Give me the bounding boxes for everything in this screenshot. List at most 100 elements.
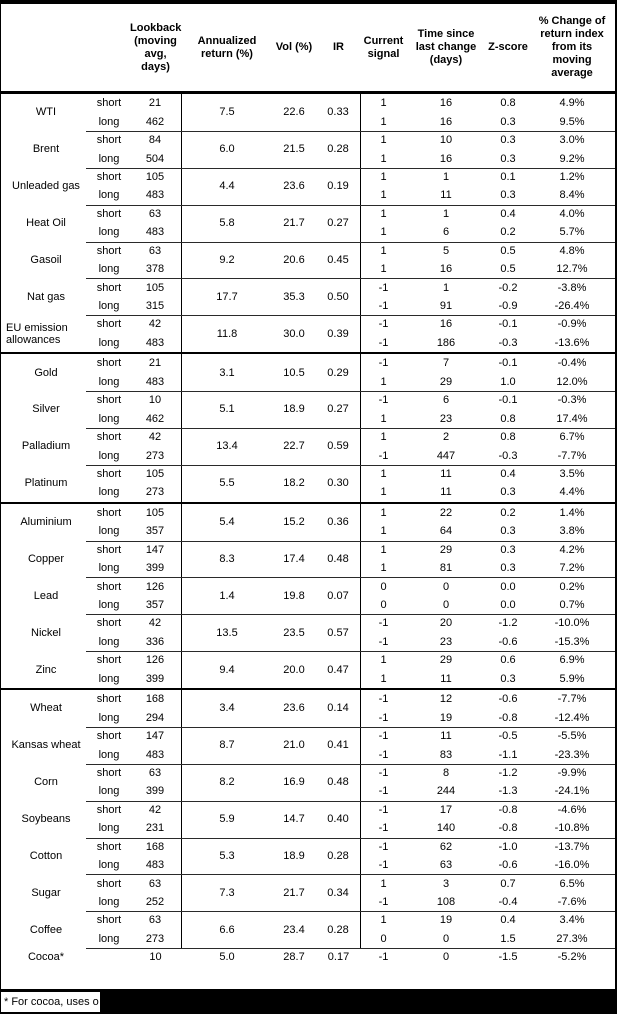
cell-time-since: 81: [439, 562, 453, 575]
cell-position-label: short: [96, 693, 122, 706]
cell-pct-change: 5.9%: [559, 672, 585, 685]
cell-zscore: -1.5: [498, 951, 518, 964]
cell-position-label: long: [98, 748, 120, 761]
cell-lookback: 462: [129, 409, 182, 428]
cell-annualized-return: 5.5: [219, 477, 235, 490]
cell-zscore: 0.3: [500, 543, 516, 556]
cell-pct-change: -12.4%: [554, 711, 590, 724]
cell-position-label: long: [98, 115, 120, 128]
cell-current-signal: 1: [380, 672, 387, 685]
cell-position-label: short: [96, 580, 122, 593]
commodity-name: Silver: [32, 403, 60, 416]
cell-position-label: long: [98, 711, 120, 724]
cell-annualized-return: 7.5: [219, 106, 235, 119]
cell-vol: 30.0: [283, 327, 305, 340]
cell-current-signal: 1: [380, 207, 387, 220]
cell-zscore: -0.8: [498, 822, 518, 835]
commodity-name: Sugar: [31, 886, 61, 899]
cell-pct-change: 1.2%: [559, 170, 585, 183]
cell-vol: 22.6: [283, 106, 305, 119]
cell-current-signal: -1: [378, 840, 389, 853]
cell-pct-change: -7.7%: [557, 449, 587, 462]
commodity-name: Zinc: [35, 663, 57, 676]
cell-position-label: short: [96, 840, 122, 853]
commodity-name: Unleaded gas: [12, 180, 80, 193]
commodity-name: Corn: [34, 776, 58, 789]
cell-time-since: 447: [436, 449, 456, 462]
cell-ir: 0.29: [316, 354, 361, 391]
cell-lookback: 147: [129, 540, 182, 559]
cell-pct-change: 3.8%: [559, 525, 585, 538]
cell-position-label: long: [98, 375, 120, 388]
cell-time-since: 140: [436, 822, 456, 835]
cell-pct-change: 6.7%: [559, 431, 585, 444]
table-header: Lookback (moving avg, days) Annualized re…: [1, 4, 615, 94]
commodity-name: EU emission allowances: [6, 321, 68, 346]
commodity-name: Aluminium: [20, 516, 72, 529]
cell-current-signal: 1: [380, 134, 387, 147]
cell-position-label: long: [98, 562, 120, 575]
cell-pct-change: 12.0%: [556, 375, 588, 388]
cell-lookback: 105: [129, 278, 182, 297]
cell-pct-change: -9.9%: [557, 766, 587, 779]
cell-lookback: 399: [129, 669, 182, 688]
cell-vol: 23.5: [283, 626, 305, 639]
cell-time-since: 2: [442, 431, 450, 444]
cell-ir: 0.30: [316, 464, 361, 502]
cell-time-since: 10: [439, 134, 453, 147]
cell-time-since: 11: [440, 486, 452, 499]
commodity-name: Coffee: [29, 923, 63, 936]
cell-time-since: 62: [439, 840, 453, 853]
cell-time-since: 11: [440, 672, 452, 685]
cell-lookback: 10: [129, 391, 182, 410]
cell-pct-change: 4.0%: [559, 207, 585, 220]
cell-position-label: short: [96, 170, 122, 183]
cell-current-signal: 1: [380, 263, 387, 276]
column-header: Vol (%): [275, 41, 313, 53]
cell-lookback: 10: [149, 951, 162, 964]
cell-time-since: 19: [439, 711, 453, 724]
cell-time-since: 1: [442, 281, 450, 294]
cell-vol: 21.7: [283, 217, 305, 230]
cell-lookback: 105: [129, 464, 182, 484]
cell-vol: 23.6: [283, 180, 305, 193]
cell-zscore: 0.4: [500, 467, 516, 480]
cell-zscore: -0.6: [498, 859, 518, 872]
cell-lookback: 294: [129, 708, 182, 727]
cell-zscore: 0.8: [500, 412, 516, 425]
commodity-block: Palladium short 42 1 2 0.8 6.7% long 273 -1 447 -0.…: [1, 427, 615, 465]
commodity-block: Gasoil short 63 1 5 0.5 4.8% long 378 1 16 0.5 12.7%…: [1, 241, 615, 279]
cell-lookback: 336: [129, 632, 182, 652]
cell-lookback: 42: [129, 614, 182, 633]
cell-zscore: -0.5: [498, 730, 518, 743]
cell-position-label: short: [96, 134, 122, 147]
cell-time-since: 244: [436, 785, 456, 798]
cell-pct-change: 4.4%: [559, 486, 585, 499]
cell-pct-change: 4.2%: [559, 543, 585, 556]
cell-lookback: 231: [129, 819, 182, 838]
cell-zscore: 0.3: [500, 525, 516, 538]
cell-lookback: 483: [129, 372, 182, 391]
cell-pct-change: 4.9%: [559, 97, 585, 110]
cell-time-since: 0: [442, 951, 450, 964]
cell-annualized-return: 5.0: [219, 951, 235, 964]
cell-current-signal: -1: [378, 859, 389, 872]
cell-current-signal: 1: [380, 170, 387, 183]
cell-vol: 14.7: [283, 813, 305, 826]
cell-annualized-return: 3.4: [219, 702, 235, 715]
cell-lookback: 483: [129, 745, 182, 764]
commodity-group: WTI short 21 1 16 0.8 4.9% long 462 1 16 0.3 9.5% 7.5…: [1, 94, 615, 353]
cell-vol: 18.9: [283, 849, 305, 862]
cell-lookback: 357: [129, 522, 182, 541]
cell-pct-change: -24.1%: [554, 785, 590, 798]
cell-current-signal: -1: [378, 693, 389, 706]
cell-current-signal: 1: [380, 226, 387, 239]
cell-lookback: 63: [129, 241, 182, 260]
table-body: WTI short 21 1 16 0.8 4.9% long 462 1 16 0.3 9.5% 7.5…: [1, 94, 615, 967]
cell-ir: 0.39: [316, 315, 361, 353]
commodity-block: Kansas wheat short 147 -1 11 -0.5 -5.5% long 483…: [1, 726, 615, 764]
cell-lookback: 504: [129, 149, 182, 168]
cell-annualized-return: 8.2: [219, 776, 235, 789]
cell-zscore: 0.1: [500, 170, 516, 183]
cell-zscore: -0.1: [498, 357, 518, 370]
